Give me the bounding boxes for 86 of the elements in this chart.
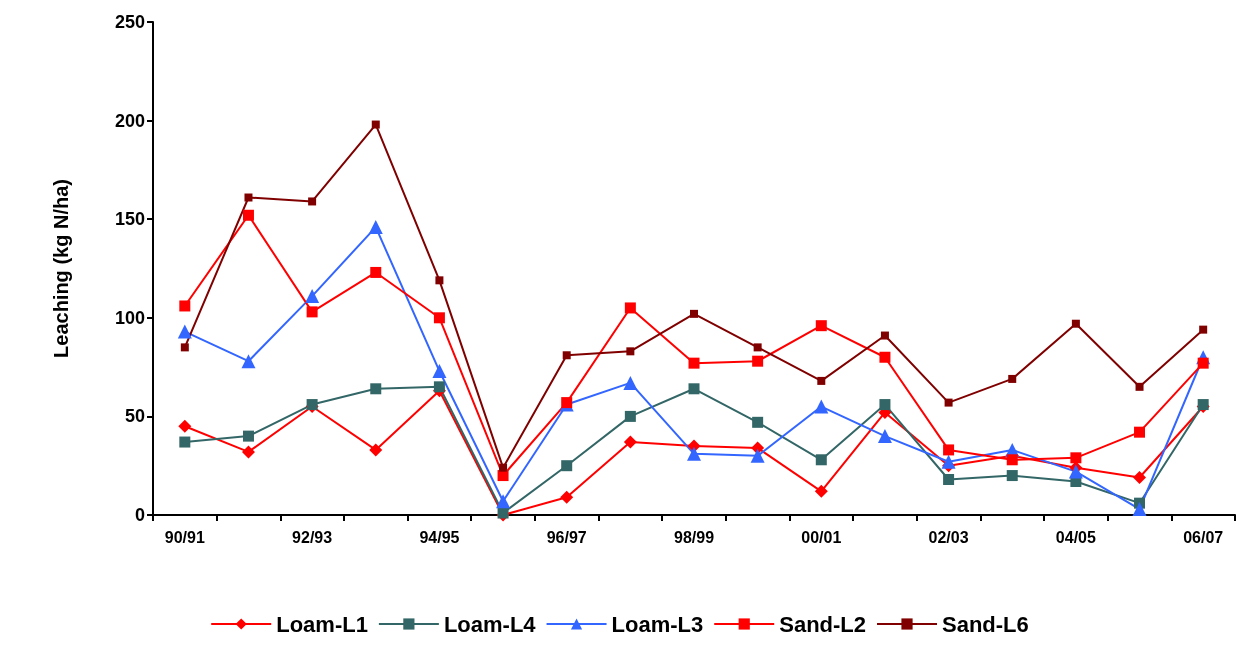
y-tick-label: 200 (114, 110, 145, 131)
point (624, 410, 636, 422)
point (879, 399, 891, 411)
x-tick-label: 98/99 (673, 528, 715, 546)
x-tick-label: 04/05 (1055, 528, 1096, 546)
point (1008, 374, 1017, 383)
legend-label: Sand-L2 (779, 611, 867, 637)
point (435, 276, 444, 285)
legend-label: Loam-L4 (443, 611, 537, 637)
point (177, 324, 192, 339)
point (623, 375, 638, 390)
point (305, 289, 320, 304)
point (750, 448, 765, 463)
point (624, 302, 636, 314)
point (879, 351, 891, 363)
point (815, 320, 827, 332)
point (433, 381, 445, 393)
point (306, 306, 318, 318)
point (877, 429, 892, 444)
point (1135, 382, 1144, 391)
point (690, 309, 698, 318)
x-tick-label: 02/03 (928, 528, 969, 546)
point (943, 444, 955, 456)
point (496, 494, 511, 509)
point (623, 435, 637, 449)
point (241, 445, 255, 459)
point (308, 197, 317, 206)
point (180, 343, 189, 352)
x-tick-label: 92/93 (292, 528, 333, 546)
point (1199, 325, 1208, 334)
point (369, 443, 383, 457)
point (688, 357, 700, 369)
point (1134, 426, 1146, 438)
point (943, 474, 955, 485)
legend-label: Loam-L1 (276, 611, 368, 637)
point (688, 383, 700, 395)
point (562, 351, 571, 360)
point (561, 460, 573, 472)
point (433, 312, 445, 324)
point (241, 354, 256, 369)
y-tick-label: 150 (114, 209, 145, 230)
point (814, 399, 829, 414)
point (368, 220, 383, 235)
point (1006, 454, 1018, 466)
legend-label: Loam-L3 (611, 611, 704, 637)
point (432, 364, 447, 379)
point (179, 436, 191, 448)
point (244, 193, 253, 202)
x-tick-label: 06/07 (1183, 528, 1224, 546)
point (817, 376, 826, 385)
point (687, 446, 701, 461)
point (242, 430, 254, 442)
point (944, 398, 953, 407)
point (242, 209, 254, 221)
point (753, 343, 762, 352)
x-tick-label: 00/01 (801, 528, 842, 546)
legend-label: Sand-L6 (942, 611, 1029, 637)
point (752, 416, 764, 428)
point (371, 120, 380, 129)
x-tick-label: 90/91 (164, 528, 205, 546)
point (1071, 319, 1080, 328)
x-tick-label: 94/95 (419, 528, 460, 546)
point (1132, 502, 1147, 517)
point (814, 484, 828, 498)
y-tick-label: 50 (124, 406, 145, 427)
point (370, 383, 382, 395)
point (1068, 464, 1083, 479)
y-axis-title: Leaching (kg N/ha) (50, 179, 72, 358)
point (815, 454, 827, 466)
point (1197, 357, 1209, 369)
point (1133, 471, 1147, 485)
y-tick-label: 0 (134, 505, 145, 525)
point (626, 347, 635, 356)
point (941, 454, 956, 469)
point (560, 490, 574, 504)
point (1070, 452, 1082, 464)
point (752, 355, 764, 367)
point (370, 266, 382, 278)
y-tick-label: 250 (114, 12, 145, 32)
point (179, 300, 191, 312)
point (178, 419, 192, 433)
y-tick-label: 100 (114, 307, 145, 328)
x-tick-label: 96/97 (546, 528, 587, 546)
point (499, 463, 508, 472)
point (1006, 470, 1018, 482)
point (880, 331, 889, 340)
